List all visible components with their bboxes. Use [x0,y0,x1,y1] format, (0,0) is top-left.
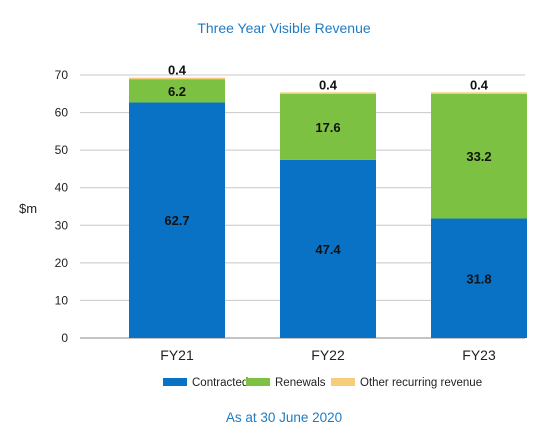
y-axis-label: $m [19,201,37,216]
data-label: 17.6 [315,120,340,135]
legend-label: Renewals [275,377,326,389]
bar-renewals-fy23 [431,93,527,219]
bar-renewals-fy22 [280,93,376,160]
bar-contracted-fy21 [129,102,225,338]
legend-label: Contracted [192,377,248,389]
data-label: 0.4 [319,77,338,92]
y-tick-label: 50 [55,143,69,157]
legend-swatch [163,378,187,386]
legend-swatch [246,378,270,386]
bar-renewals-fy21 [129,79,225,103]
bar-other-recurring-revenue-fy21 [129,77,225,80]
data-label: 33.2 [466,149,491,164]
chart-footnote: As at 30 June 2020 [226,410,342,425]
data-label: 0.4 [470,77,489,92]
data-label: 0.4 [168,63,187,78]
y-tick-label: 10 [55,293,69,307]
bars [129,77,527,338]
data-label: 6.2 [168,84,186,99]
data-label: 31.8 [466,271,491,286]
y-tick-label: 0 [61,331,68,345]
y-tick-label: 70 [55,68,69,82]
y-tick-label: 30 [55,218,69,232]
x-axis-categories: FY21 FY22 FY23 [160,347,496,363]
data-label: 62.7 [164,213,189,228]
y-tick-label: 40 [55,181,69,195]
legend-swatch [331,378,355,386]
bar-contracted-fy22 [280,159,376,338]
bar-other-recurring-revenue-fy22 [280,92,376,94]
bar-other-recurring-revenue-fy23 [431,92,527,94]
x-category-label: FY22 [311,347,345,363]
legend: Contracted Renewals Other recurring revenu… [163,377,482,389]
y-tick-label: 60 [55,106,69,120]
bar-contracted-fy23 [431,218,527,338]
y-axis-ticks: 0 10 20 30 40 50 60 70 [55,68,69,345]
data-label: 47.4 [315,242,341,257]
chart-title: Three Year Visible Revenue [197,20,371,36]
x-category-label: FY23 [462,347,496,363]
data-labels: 62.7 6.2 0.4 47.4 17.6 0.4 31.8 33.2 0.4 [164,63,491,287]
y-tick-label: 20 [55,256,69,270]
x-category-label: FY21 [160,347,194,363]
legend-label: Other recurring revenue [360,377,482,389]
